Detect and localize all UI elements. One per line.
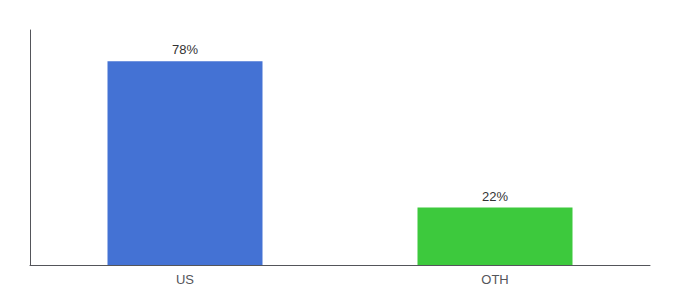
svg-text:OTH: OTH — [481, 272, 508, 287]
svg-text:US: US — [176, 272, 194, 287]
svg-text:78%: 78% — [172, 42, 198, 57]
svg-text:22%: 22% — [482, 189, 508, 204]
